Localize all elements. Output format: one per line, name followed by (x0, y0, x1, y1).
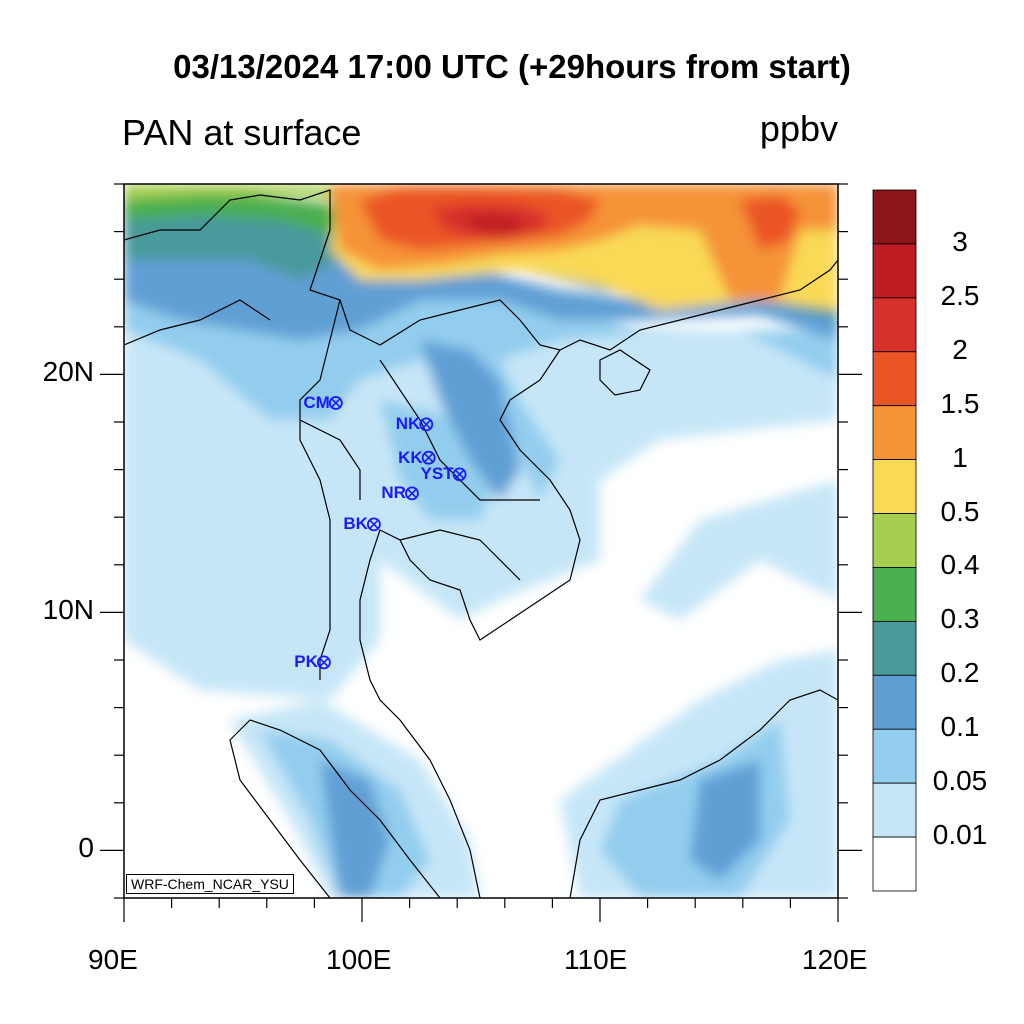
axis-ticks (100, 183, 862, 922)
station-markers (317, 396, 467, 670)
station-marker-cross (407, 488, 417, 498)
colorbar-swatch (872, 782, 917, 838)
station-label: BK (343, 514, 368, 534)
y-tick-label: 10N (42, 594, 94, 626)
station-marker (328, 396, 343, 410)
station-marker (317, 655, 331, 670)
colorbar (872, 189, 917, 892)
units-label: ppbv (759, 108, 838, 149)
colorbar-level-label: 0.5 (940, 495, 980, 527)
station-marker (366, 517, 381, 532)
colorbar-swatch (872, 189, 917, 245)
station-marker-cross (319, 657, 329, 667)
pan-concentration-field (124, 184, 838, 898)
colorbar-level-label: 0.2 (940, 657, 980, 689)
colorbar-swatch (872, 351, 917, 407)
colorbar-swatch (872, 728, 917, 784)
x-tick-label: 120E (802, 944, 868, 975)
station-label: KK (398, 447, 423, 467)
colorbar-level-label: 2.5 (940, 279, 980, 311)
colorbar-level-label: 0.01 (932, 819, 988, 851)
y-tick-label: 20N (42, 356, 94, 388)
station-marker-cross (455, 469, 465, 479)
station-marker-cross (421, 419, 431, 429)
station-marker (405, 486, 419, 501)
colorbar-level-label: 0.4 (940, 549, 980, 581)
station-marker (419, 417, 434, 432)
colorbar-swatch (872, 459, 917, 514)
colorbar-swatch (872, 620, 917, 676)
station-label: PK (294, 652, 318, 672)
colorbar-level-label: 1.5 (940, 387, 980, 419)
coastlines (124, 189, 838, 898)
model-credit: WRF-Chem_NCAR_YSU (126, 874, 294, 894)
colorbar-swatch (872, 836, 917, 892)
variable-label: PAN at surface (122, 112, 362, 153)
station-marker-cross (424, 453, 434, 463)
colorbar-swatch (872, 567, 917, 622)
colorbar-level-label: 3 (952, 225, 968, 257)
x-tick-label: 100E (326, 944, 392, 975)
map-title: 03/13/2024 17:00 UTC (+29hours from star… (173, 48, 851, 85)
colorbar-swatch (872, 405, 917, 461)
colorbar-level-label: 1 (952, 441, 968, 473)
colorbar-swatch (872, 674, 917, 730)
colorbar-level-label: 0.3 (940, 603, 980, 635)
x-tick-label: 90E (88, 944, 138, 975)
station-label: YST (420, 464, 454, 484)
x-tick-label: 110E (564, 944, 628, 975)
colorbar-swatch (872, 297, 917, 353)
colorbar-level-label: 0.1 (940, 711, 980, 743)
station-marker (421, 450, 436, 465)
station-label: NK (395, 414, 421, 434)
station-label: CM (303, 392, 330, 412)
colorbar-swatch (872, 513, 917, 568)
station-marker-cross (369, 519, 379, 529)
y-tick-label: 0 (78, 832, 94, 864)
station-marker (452, 467, 467, 482)
colorbar-level-label: 2 (952, 333, 968, 365)
colorbar-level-label: 0.05 (932, 765, 988, 797)
map-frame (123, 183, 839, 899)
station-marker-cross (331, 398, 341, 408)
colorbar-swatch (872, 243, 917, 299)
station-label: NR (381, 483, 406, 503)
